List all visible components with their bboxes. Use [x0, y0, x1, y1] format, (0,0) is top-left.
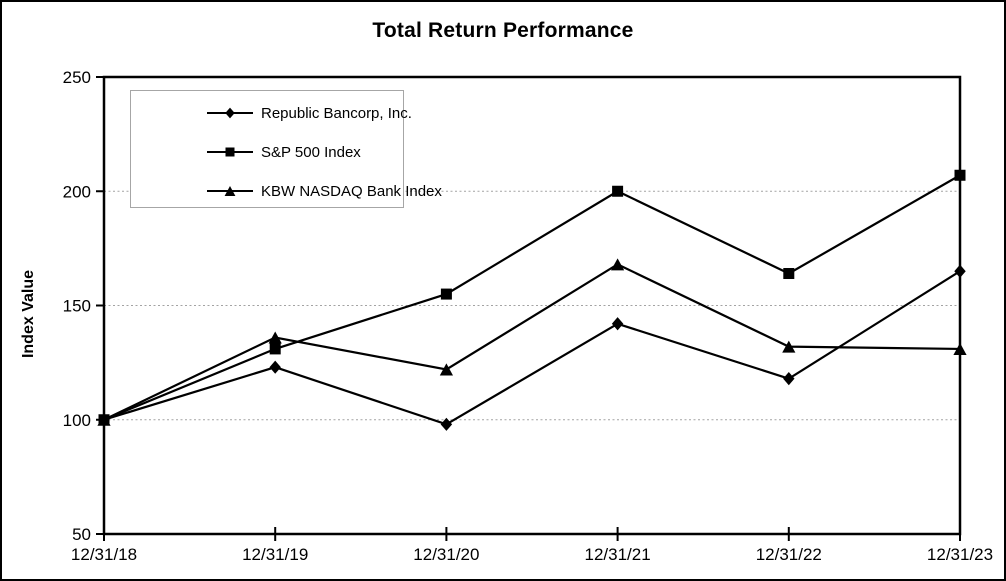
diamond-marker-icon: [225, 107, 235, 119]
triangle-marker-icon: [268, 331, 282, 344]
y-axis-ticks: 50 100 150 200 250: [63, 68, 104, 544]
square-marker-icon: [612, 185, 624, 197]
diamond-marker-icon: [269, 360, 281, 374]
x-tick-label-4: 12/31/22: [756, 545, 822, 564]
triangle-marker-icon: [782, 340, 796, 353]
legend-label-republic-bancorp-inc: Republic Bancorp, Inc.: [261, 104, 412, 122]
series-s-p-500-index: [98, 169, 966, 426]
triangle-marker-icon: [207, 186, 253, 196]
diamond-marker-icon: [783, 372, 795, 386]
x-tick-label-2: 12/31/20: [413, 545, 479, 564]
legend-label-s-p-500-index: S&P 500 Index: [261, 143, 361, 161]
triangle-marker-icon: [611, 258, 625, 271]
y-tick-label-150: 150: [63, 297, 91, 316]
triangle-marker-icon: [439, 363, 453, 376]
gridlines: [104, 190, 960, 421]
square-marker-icon: [783, 268, 795, 280]
square-marker-icon: [269, 343, 281, 355]
square-marker-icon: [225, 147, 235, 157]
chart-legend: Republic Bancorp, Inc. S&P 500 Index KBW N…: [130, 90, 442, 208]
diamond-marker-icon: [440, 417, 453, 431]
chart-title: Total Return Performance: [372, 19, 634, 42]
y-tick-label-200: 200: [63, 182, 91, 201]
y-tick-label-50: 50: [72, 525, 91, 544]
legend-item-kbw-nasdaq-bank-index: KBW NASDAQ Bank Index: [207, 183, 442, 200]
diamond-marker-icon: [207, 107, 253, 119]
square-marker-icon: [207, 147, 253, 157]
diamond-marker-icon: [611, 317, 624, 331]
legend-item-s-p-500-index: S&P 500 Index: [207, 143, 403, 161]
triangle-marker-icon: [953, 342, 967, 355]
series-kbw-nasdaq-bank-index: [97, 258, 967, 426]
legend-label-kbw-nasdaq-bank-index: KBW NASDAQ Bank Index: [261, 182, 442, 200]
triangle-marker-icon: [97, 413, 111, 426]
y-tick-label-250: 250: [63, 68, 91, 87]
x-axis-ticks: 12/31/18 12/31/19 12/31/20 12/31/21 12/31/22…: [71, 527, 993, 564]
triangle-marker-icon: [224, 186, 236, 196]
diamond-marker-icon: [954, 264, 966, 278]
x-tick-label-5: 12/31/23: [927, 545, 993, 564]
series-line-republic-bancorp-inc: [103, 270, 961, 426]
legend-item-republic-bancorp-inc: Republic Bancorp, Inc.: [207, 105, 412, 122]
series-line-s-p-500-index: [103, 174, 961, 421]
x-tick-label-3: 12/31/21: [585, 545, 651, 564]
x-tick-label-0: 12/31/18: [71, 545, 137, 564]
series-line-kbw-nasdaq-bank-index: [103, 263, 961, 421]
y-tick-label-100: 100: [63, 411, 91, 430]
square-marker-icon: [440, 288, 452, 300]
x-tick-label-1: 12/31/19: [242, 545, 308, 564]
square-marker-icon: [954, 169, 966, 181]
